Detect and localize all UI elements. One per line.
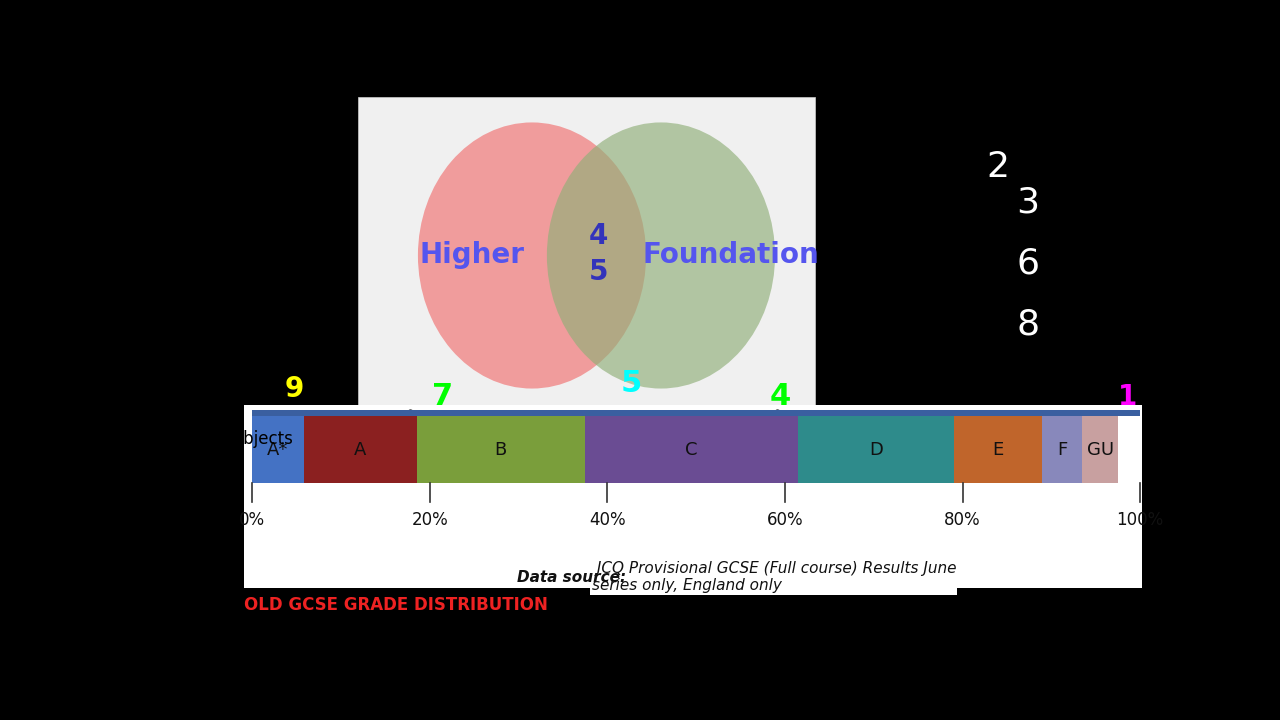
Text: A: A — [355, 441, 366, 459]
Text: 80%: 80% — [945, 510, 980, 528]
Text: 4: 4 — [769, 382, 791, 411]
Bar — [1042, 416, 1083, 483]
Ellipse shape — [417, 122, 646, 389]
Text: OLD GCSE GRADE DISTRIBUTION: OLD GCSE GRADE DISTRIBUTION — [244, 595, 548, 613]
Bar — [358, 97, 815, 430]
Bar — [303, 416, 416, 483]
Text: A*: A* — [268, 441, 289, 459]
Text: 1: 1 — [1117, 383, 1137, 411]
Bar — [585, 416, 799, 483]
Text: D: D — [869, 441, 883, 459]
Bar — [244, 405, 1142, 588]
Text: Data source:: Data source: — [517, 570, 626, 585]
Bar — [252, 416, 303, 483]
Text: Higher: Higher — [420, 241, 525, 269]
Text: 0%: 0% — [239, 510, 265, 528]
Text: 2: 2 — [987, 150, 1010, 184]
Text: All subjects
2013: All subjects 2013 — [197, 430, 293, 469]
Text: 40%: 40% — [589, 510, 626, 528]
Text: 20%: 20% — [411, 510, 448, 528]
Text: 5: 5 — [621, 369, 641, 397]
Text: 8: 8 — [1016, 307, 1039, 342]
Text: C: C — [686, 441, 698, 459]
Text: F: F — [1057, 441, 1068, 459]
Text: JCQ Provisional GCSE (Full course) Results June
series only, England only: JCQ Provisional GCSE (Full course) Resul… — [591, 561, 956, 593]
Bar — [252, 410, 1140, 416]
Text: 6: 6 — [1016, 247, 1039, 281]
Text: GU: GU — [1087, 441, 1114, 459]
Bar — [799, 416, 954, 483]
Text: 9: 9 — [284, 374, 303, 402]
Bar — [1083, 416, 1117, 483]
Text: 60%: 60% — [767, 510, 804, 528]
Text: E: E — [992, 441, 1004, 459]
Text: B: B — [495, 441, 507, 459]
Text: Foundation: Foundation — [643, 241, 819, 269]
Text: 5: 5 — [589, 258, 608, 286]
Bar — [954, 416, 1042, 483]
Text: 4: 4 — [589, 222, 608, 250]
Ellipse shape — [547, 122, 776, 389]
Bar — [416, 416, 585, 483]
Text: 100%: 100% — [1116, 510, 1164, 528]
Text: 3: 3 — [1016, 186, 1039, 220]
Text: 7: 7 — [433, 382, 453, 411]
